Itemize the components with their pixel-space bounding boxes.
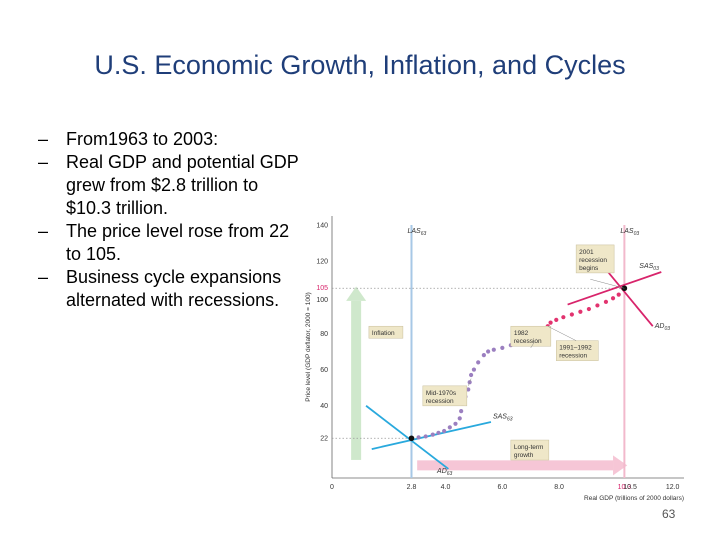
annotation-3-text: 1982 (514, 330, 529, 337)
y-tick-label: 40 (320, 403, 328, 410)
annotation-1-text: Long-term (514, 444, 544, 451)
x-axis-label: Real GDP (trillions of 2000 dollars) (584, 495, 684, 502)
inflation-arrow-shaft (351, 300, 362, 460)
inflation-arrow-head (346, 286, 367, 301)
bullet-text: Real GDP and potential GDP grew from $2.… (66, 152, 299, 218)
bullet-item: – Business cycle expansions alternated wi… (38, 266, 300, 312)
annotation-2-text: recession (579, 257, 607, 264)
curve-label-ad03: AD03 (654, 323, 671, 332)
data-point (616, 292, 621, 297)
x-tick-label: 4.0 (441, 484, 451, 491)
equilibrium-1963 (408, 435, 415, 442)
annotation-0-box (368, 325, 404, 339)
data-point (436, 430, 441, 435)
bullet-text: Business cycle expansions alternated wit… (66, 267, 282, 310)
data-point (500, 345, 505, 351)
page-number: 63 (662, 507, 676, 521)
annotation-2-text: begins (579, 265, 599, 272)
bullet-text: The price level rose from 22 to 105. (66, 221, 290, 264)
data-point (466, 387, 471, 392)
y-tick-label: 22 (320, 436, 328, 443)
annotation-4-text: recession (559, 353, 587, 360)
annotation-4-text: 1991–1992 (559, 345, 592, 352)
data-point (476, 360, 481, 365)
bullet-item: – From1963 to 2003: (38, 128, 300, 151)
curve-label-ad63: AD63 (436, 468, 453, 477)
data-point (453, 421, 458, 426)
y-tick-label: 140 (316, 223, 328, 230)
y-tick-label: 60 (320, 367, 328, 374)
curve-sas03 (567, 271, 662, 306)
data-point (430, 432, 435, 437)
annotation-3-box (510, 325, 552, 347)
curve-label-sas63: SAS63 (493, 413, 513, 422)
data-point (447, 425, 452, 430)
curve-label-las63: LAS63 (407, 228, 426, 237)
data-point (471, 367, 477, 372)
dash-icon: – (38, 129, 49, 149)
annotation-0-text: Inflation (372, 330, 395, 337)
leader-1982 (530, 338, 537, 349)
data-point (578, 309, 583, 314)
dash-icon: – (38, 267, 49, 287)
curve-label-sas03: SAS03 (639, 263, 659, 272)
x-tick-label: 6.0 (497, 484, 507, 491)
data-point (595, 303, 600, 308)
annotation-5-box (422, 385, 468, 407)
y-tick-label: 100 (316, 297, 328, 304)
data-point (442, 428, 447, 434)
bullet-list: – From1963 to 2003: – Real GDP and potenti… (38, 128, 300, 312)
y-tick-label: 80 (320, 331, 328, 338)
annotation-5-text: recession (426, 398, 454, 405)
data-point (586, 306, 592, 312)
equilibrium-2003 (621, 285, 628, 292)
annotation-3-text: recession (514, 338, 542, 345)
x-tick-label: 0 (330, 484, 334, 491)
y-tick-label: 120 (316, 259, 328, 266)
x-tick-label: 10.5 (623, 484, 637, 491)
data-point (481, 353, 486, 358)
data-point (561, 315, 566, 320)
leader-2001 (590, 278, 625, 289)
data-point (569, 312, 574, 317)
bullet-text: From1963 to 2003: (66, 129, 219, 149)
growth-arrow-shaft (417, 460, 614, 471)
chart-container: LAS63 LAS03 SAS63 AD63 SAS03 AD03 0 2.8 4.0 6.0 8.… (300, 200, 700, 517)
bullet-item: – The price level rose from 22 to 105. (38, 220, 300, 266)
data-point (416, 435, 421, 440)
data-point (603, 299, 609, 304)
y-axis-label: Price level (GDP deflator, 2000 = 100) (305, 292, 312, 402)
leader-1991 (547, 325, 577, 341)
data-point (459, 409, 464, 414)
slide-title: U.S. Economic Growth, Inflation, and Cyc… (94, 50, 626, 80)
bullet-item: – Real GDP and potential GDP grew from $2… (38, 151, 300, 220)
data-point (554, 317, 559, 322)
growth-arrow-head (613, 455, 628, 476)
dash-icon: – (38, 152, 49, 172)
data-point (610, 296, 616, 301)
curve-label-las03: LAS03 (620, 228, 639, 237)
economic-chart: LAS63 LAS03 SAS63 AD63 SAS03 AD03 0 2.8 4.0 6.0 8.… (305, 216, 684, 502)
dash-icon: – (38, 221, 49, 241)
annotation-2-text: 2001 (579, 249, 594, 256)
curve-ad63 (365, 405, 449, 470)
leader-1970s (468, 378, 472, 386)
annotation-5-text: Mid-1970s (426, 390, 457, 397)
data-point (491, 347, 496, 352)
data-point (468, 372, 474, 378)
annotation-1-box (510, 439, 550, 461)
annotation-4-box (556, 340, 599, 361)
x-tick-label: 10.3 (618, 484, 632, 491)
data-point (457, 416, 462, 421)
x-tick-label: 2.8 (407, 484, 417, 491)
data-point (486, 349, 491, 354)
data-point (548, 320, 553, 325)
annotation-2-box (575, 244, 615, 274)
x-tick-label: 12.0 (666, 484, 680, 491)
data-point (423, 434, 428, 439)
x-tick-label: 8.0 (554, 484, 564, 491)
annotation-1-text: growth (514, 452, 534, 459)
y-tick-label: 105 (316, 285, 328, 292)
